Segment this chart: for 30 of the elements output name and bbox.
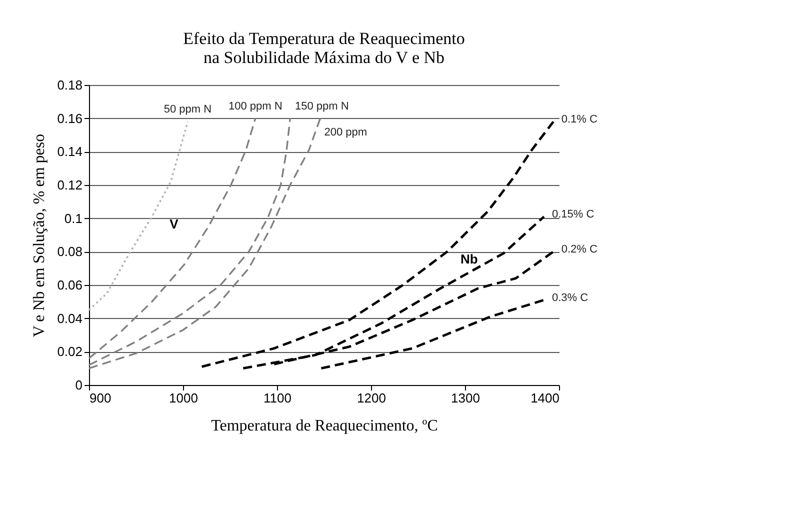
y-tick-label: 0.14 [57, 144, 82, 160]
x-tick-label: 1400 [530, 390, 560, 406]
annotation: V [170, 216, 179, 232]
y-axis-title: V e Nb em Solução, % em peso [31, 134, 48, 338]
annotation: Nb [460, 252, 478, 267]
x-axis-title: Temperatura de Reaquecimento, ºC [211, 418, 438, 434]
series-label: 0.15% C [552, 208, 594, 221]
y-tick-label: 0.04 [57, 310, 82, 326]
y-tick-label: 0.16 [57, 110, 82, 126]
series-label: 0.3% C [552, 292, 588, 304]
y-tick-label: 0.18 [57, 78, 82, 92]
series-label: 0.1% C [561, 114, 598, 126]
series-label: 200 ppm [324, 126, 368, 138]
y-tick-label: 0.12 [57, 178, 82, 192]
x-tick-label: 900 [90, 390, 112, 406]
series-label: 50 ppm N [164, 104, 212, 116]
series-label: 0.2% C [561, 244, 598, 256]
series-label: 150 ppm N [294, 100, 349, 112]
text: na Solubilidade Máxima do V e Nb [203, 48, 445, 67]
x-tick-label: 1200 [357, 390, 386, 406]
series-label: 100 ppm N [228, 100, 282, 112]
x-tick-label: 1000 [169, 390, 198, 406]
y-tick-label: 0 [75, 378, 82, 392]
y-tick-label: 0.02 [57, 344, 82, 360]
y-tick-label: 0.06 [57, 278, 82, 292]
y-tick-label: 0.08 [57, 244, 82, 260]
y-tick-label: 0.1 [64, 210, 82, 226]
x-tick-label: 1100 [264, 390, 292, 406]
x-tick-label: 1300 [451, 390, 480, 406]
text: Efeito da Temperatura de Reaquecimento [183, 29, 465, 48]
